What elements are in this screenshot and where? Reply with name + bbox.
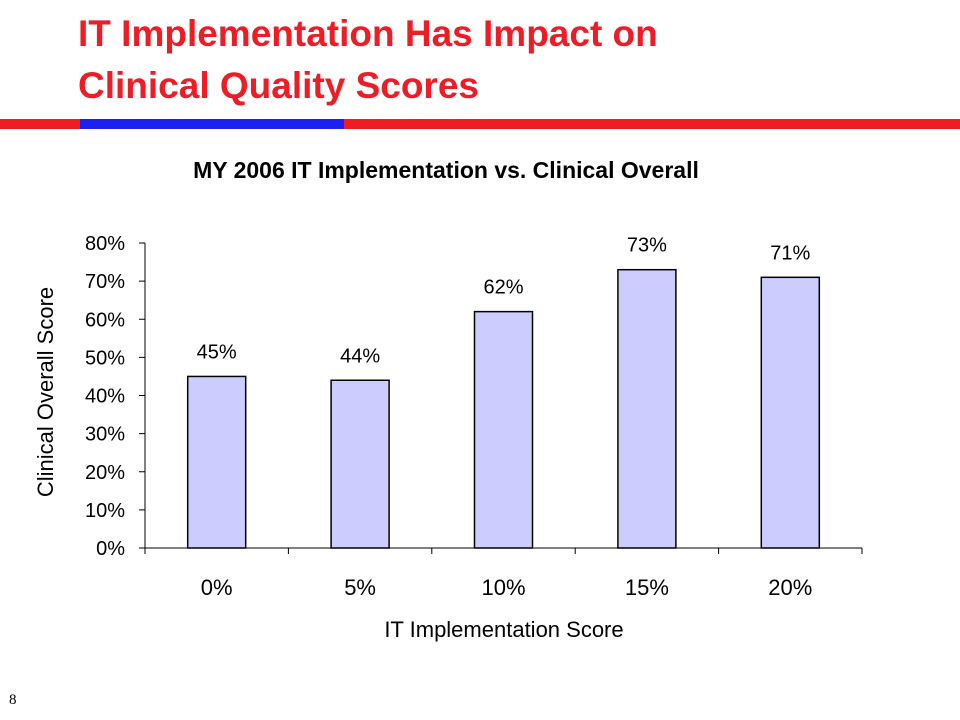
y-tick-label: 60%: [85, 309, 125, 331]
chart-title: MY 2006 IT Implementation vs. Clinical O…: [193, 157, 699, 183]
title-rule-red-right: [344, 119, 960, 129]
bar: [617, 268, 677, 549]
data-label: 45%: [197, 341, 237, 363]
y-axis-label: Clinical Overall Score: [33, 287, 58, 497]
y-tick-label: 40%: [85, 386, 125, 408]
x-tick-label: 0%: [201, 575, 233, 600]
y-tick-label: 10%: [85, 500, 125, 522]
title-rule-red-left: [0, 119, 80, 129]
y-tick-label: 50%: [85, 347, 125, 369]
data-label: 44%: [340, 345, 380, 367]
data-label: 62%: [483, 277, 523, 299]
slide-title-line-2: Clinical Quality Scores: [78, 65, 479, 106]
x-tick-label: 20%: [768, 575, 812, 600]
slide-title-line-1: IT Implementation Has Impact on: [78, 13, 658, 54]
bar: [760, 276, 821, 549]
bar: [330, 379, 390, 549]
bar: [186, 375, 247, 549]
y-tick-label: 70%: [85, 271, 125, 293]
x-tick-label: 15%: [625, 575, 669, 600]
plot-area: 0% 10% 20% 30% 40% 50% 60% 70% 80% 45% 0% 44% 5% 62% 1…: [85, 233, 863, 600]
data-label: 71%: [770, 242, 810, 264]
x-axis-label: IT Implementation Score: [384, 617, 623, 642]
title-rule-blue: [80, 119, 344, 129]
x-tick-label: 10%: [481, 575, 525, 600]
y-tick-label: 80%: [85, 233, 125, 255]
y-tick-label: 0%: [96, 538, 125, 560]
bar: [473, 310, 534, 549]
page-number: 8: [9, 692, 17, 708]
data-label: 73%: [627, 235, 667, 257]
y-tick-label: 30%: [85, 424, 125, 446]
y-tick-label: 20%: [85, 462, 125, 484]
slide-title: IT Implementation Has Impact on Clinical…: [78, 8, 938, 112]
x-tick-label: 5%: [344, 575, 376, 600]
